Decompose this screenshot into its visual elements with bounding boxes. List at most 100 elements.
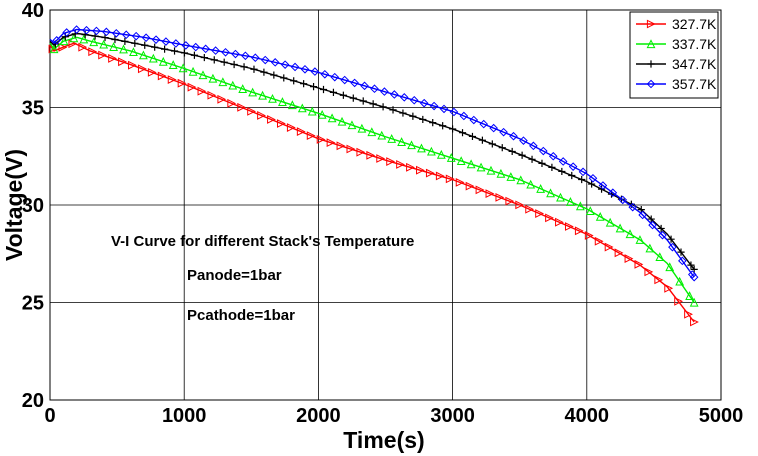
data-point-marker xyxy=(231,49,240,59)
data-point-marker xyxy=(585,206,595,216)
data-point-marker xyxy=(339,91,347,99)
data-point-marker xyxy=(389,106,397,114)
data-point-marker xyxy=(137,64,147,74)
legend: 327.7K 337.7K 347.7K 357.7K xyxy=(629,11,719,99)
data-point-marker xyxy=(625,229,635,239)
legend-label: 337.7K xyxy=(672,36,717,52)
x-tick-label: 1000 xyxy=(162,405,207,427)
data-point-marker xyxy=(366,150,376,160)
plot-frame xyxy=(49,9,722,401)
data-point-marker xyxy=(108,54,117,63)
data-point-marker xyxy=(191,42,201,52)
data-point-marker xyxy=(316,135,326,144)
data-point-marker xyxy=(208,73,218,83)
data-point-marker xyxy=(425,168,435,178)
data-point-marker xyxy=(548,151,558,161)
data-point-marker xyxy=(307,106,317,116)
data-point-marker xyxy=(435,171,445,181)
data-point-marker xyxy=(658,230,667,240)
data-point-marker xyxy=(180,49,189,57)
data-point-marker xyxy=(615,223,625,233)
data-point-marker xyxy=(247,106,257,116)
data-point-marker xyxy=(568,171,576,180)
data-point-marker xyxy=(278,97,287,106)
data-point-marker xyxy=(258,90,267,100)
legend-item: 357.7K xyxy=(636,76,717,92)
annotation-pcathode: Pcathode=1bar xyxy=(187,307,295,324)
data-point-marker xyxy=(230,60,238,69)
data-point-marker xyxy=(505,196,515,206)
data-point-marker xyxy=(604,242,614,252)
data-point-marker xyxy=(337,116,347,126)
data-point-marker xyxy=(638,210,647,220)
data-point-marker xyxy=(111,35,119,44)
data-point-marker xyxy=(270,71,278,79)
data-point-marker xyxy=(614,248,624,258)
data-point-marker xyxy=(138,50,148,60)
data-point-marker xyxy=(689,297,699,307)
data-point-marker xyxy=(349,94,357,102)
data-point-marker xyxy=(566,197,575,206)
data-point-marker xyxy=(148,53,158,63)
data-point-marker xyxy=(635,235,645,244)
data-point-marker xyxy=(267,115,276,124)
data-point-marker xyxy=(634,259,644,269)
y-axis-label: Voltage(V) xyxy=(1,149,27,261)
data-point-marker xyxy=(101,33,109,42)
data-point-marker xyxy=(330,72,340,82)
data-point-marker xyxy=(515,200,525,210)
data-point-marker xyxy=(241,51,250,61)
data-point-marker xyxy=(399,93,409,102)
data-point-marker xyxy=(327,113,337,123)
data-point-marker xyxy=(82,25,91,35)
data-point-marker xyxy=(416,165,425,175)
data-point-marker xyxy=(409,112,417,120)
data-point-marker xyxy=(498,144,506,152)
data-point-marker xyxy=(147,67,157,77)
data-point-marker xyxy=(188,66,198,76)
data-point-marker xyxy=(131,39,139,47)
data-point-marker xyxy=(476,162,486,172)
data-point-marker xyxy=(198,70,208,80)
data-point-marker xyxy=(446,153,456,162)
data-point-marker xyxy=(306,131,316,141)
data-point-marker xyxy=(508,147,516,156)
data-point-marker xyxy=(170,47,179,55)
data-point-marker xyxy=(486,165,496,175)
data-point-marker xyxy=(655,252,665,262)
y-tick-label: 35 xyxy=(22,98,44,120)
data-point-marker xyxy=(221,48,230,57)
data-point-marker xyxy=(469,115,479,125)
data-point-marker xyxy=(78,42,88,52)
data-point-marker xyxy=(379,103,387,111)
data-point-marker xyxy=(409,95,419,105)
data-point-marker xyxy=(201,44,210,54)
data-point-marker xyxy=(109,42,119,51)
data-point-marker xyxy=(248,87,258,97)
data-point-marker xyxy=(558,167,566,176)
data-point-marker xyxy=(319,85,328,94)
data-point-marker xyxy=(52,36,62,45)
data-point-marker xyxy=(459,111,469,121)
data-point-marker xyxy=(506,172,516,181)
series-layer xyxy=(48,25,699,327)
data-point-marker xyxy=(151,35,161,44)
data-point-marker xyxy=(158,56,168,66)
data-point-marker xyxy=(359,97,367,105)
data-point-marker xyxy=(92,26,101,36)
data-point-marker xyxy=(340,75,350,85)
data-point-marker xyxy=(687,270,697,279)
data-point-marker xyxy=(268,93,277,103)
data-point-marker xyxy=(111,28,121,38)
data-point-marker xyxy=(687,261,695,269)
data-point-marker xyxy=(350,78,359,88)
data-point-marker xyxy=(618,195,628,205)
data-point-marker xyxy=(280,74,288,82)
data-point-marker xyxy=(684,309,693,319)
y-tick-labels: 20 25 30 35 40 xyxy=(22,0,44,412)
x-tick-labels: 0 1000 2000 3000 4000 5000 xyxy=(44,405,743,427)
data-point-marker xyxy=(689,272,699,282)
data-point-marker xyxy=(665,262,675,272)
data-point-marker xyxy=(119,44,128,54)
